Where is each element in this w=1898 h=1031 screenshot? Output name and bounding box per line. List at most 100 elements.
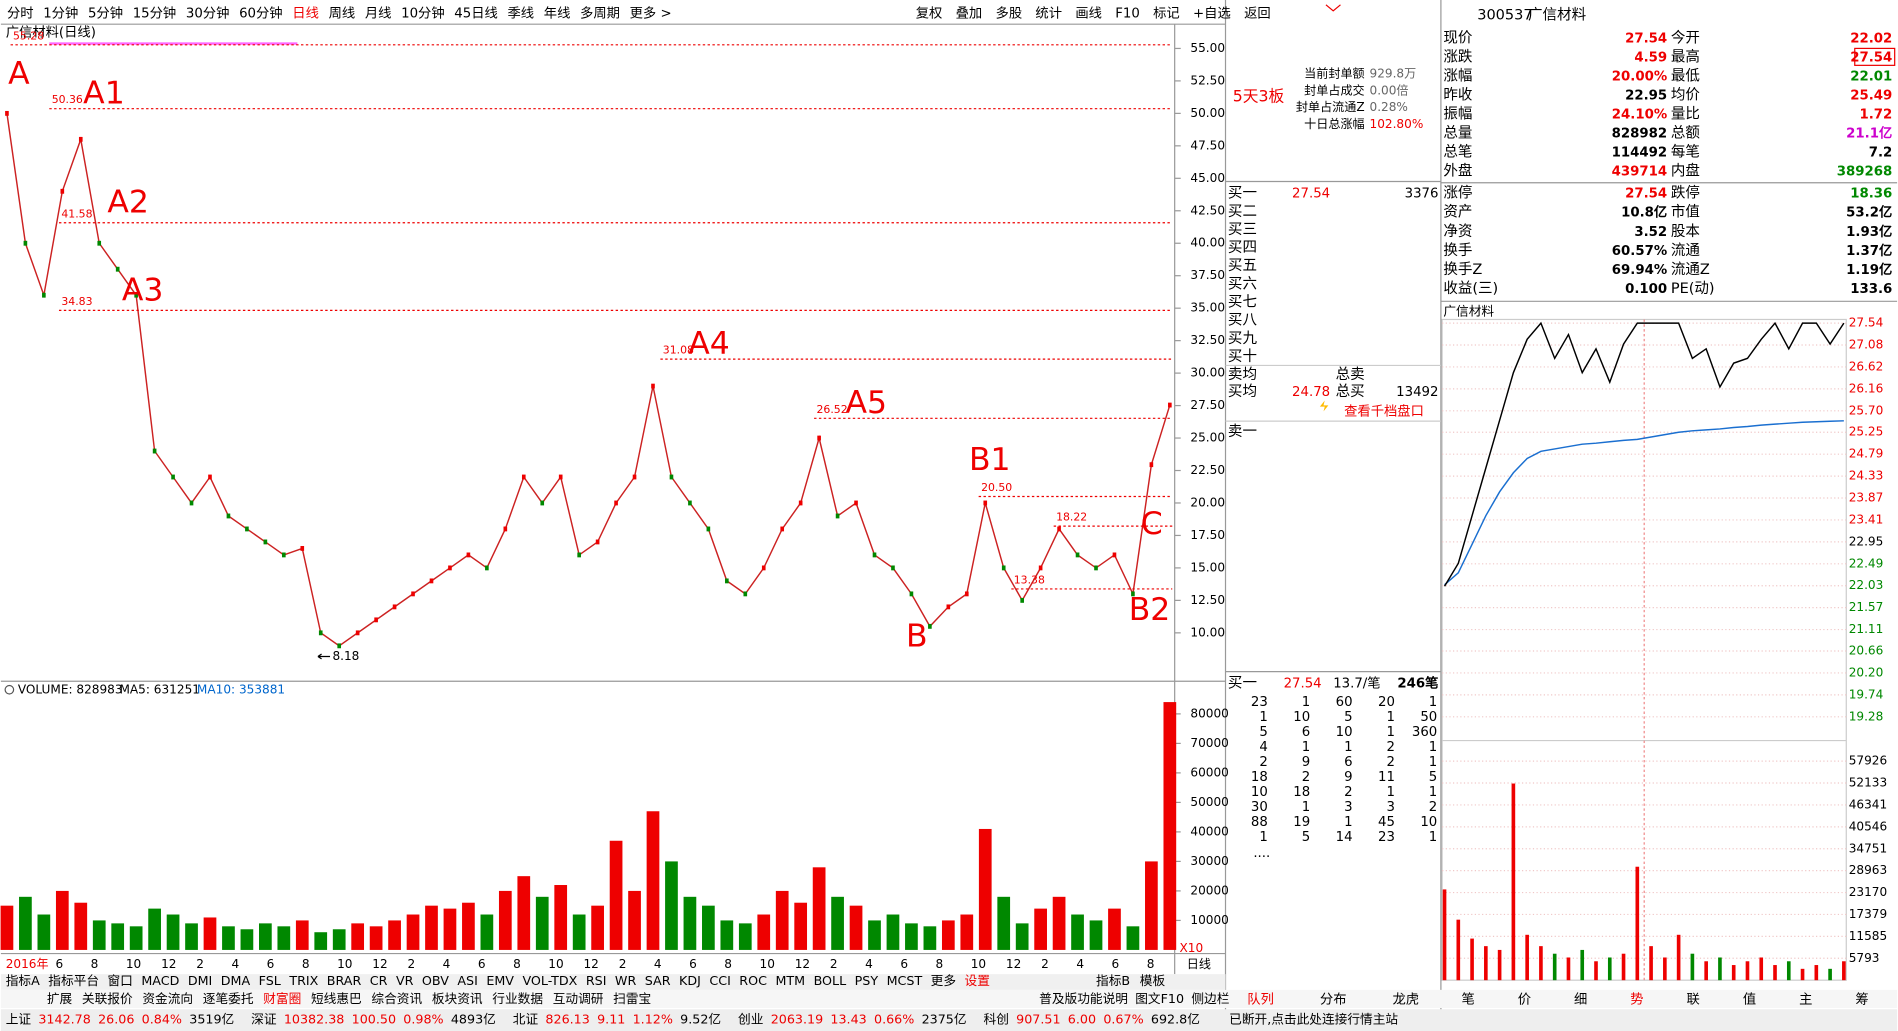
panel-tab[interactable]: 价: [1518, 993, 1531, 1008]
extra-tab[interactable]: 侧边栏: [1191, 991, 1229, 1006]
indicator-tab[interactable]: 模板: [1140, 973, 1166, 988]
indicator-tab[interactable]: CCI: [709, 973, 730, 988]
indicator-tab[interactable]: ASI: [457, 973, 477, 988]
period-tab[interactable]: 多周期: [580, 4, 620, 21]
volume-bar: [1814, 965, 1819, 981]
extra-tab[interactable]: 扩展: [47, 991, 73, 1006]
toolbar-button[interactable]: 返回: [1244, 5, 1271, 21]
panel-tab[interactable]: 笔: [1461, 992, 1474, 1008]
volume-bar: [1663, 957, 1667, 981]
indicator-tab[interactable]: VOL-TDX: [522, 973, 577, 988]
indicator-tab[interactable]: 指标平台: [48, 973, 99, 988]
period-tab[interactable]: 月线: [365, 5, 392, 21]
indicator-tab[interactable]: 更多: [931, 973, 956, 988]
period-tab[interactable]: 更多 >: [630, 4, 672, 21]
indicator-tab[interactable]: VR: [396, 973, 414, 988]
indicator-tab[interactable]: 设置: [965, 973, 990, 988]
panel-tab[interactable]: 势: [1630, 992, 1643, 1008]
indicator-tab[interactable]: EMV: [486, 973, 514, 988]
period-label: 日线: [1187, 957, 1211, 971]
indicator-tab[interactable]: MACD: [141, 973, 179, 988]
extra-tab[interactable]: 短线惠巴: [311, 991, 362, 1006]
indicator-tab[interactable]: MTM: [775, 973, 805, 988]
collapse-icon[interactable]: [1325, 4, 1341, 12]
status-message[interactable]: 已断开,点击此处连接行情主站: [1229, 1012, 1398, 1027]
period-tab[interactable]: 60分钟: [239, 4, 283, 21]
panel-tab[interactable]: 值: [1743, 992, 1756, 1008]
extra-tab[interactable]: 逐笔委托: [203, 991, 254, 1006]
toolbar-button[interactable]: 标记: [1153, 5, 1180, 21]
period-tab[interactable]: 年线: [544, 5, 571, 21]
indicator-tab[interactable]: KDJ: [679, 973, 701, 988]
panel-tab[interactable]: 筹: [1855, 991, 1868, 1008]
toolbar-button[interactable]: 画线: [1075, 5, 1102, 21]
extra-tab[interactable]: 扫雷宝: [613, 991, 651, 1006]
toolbar-button[interactable]: 统计: [1035, 5, 1062, 21]
extra-tab[interactable]: 综合资讯: [371, 991, 422, 1006]
seal-value: 0.28%: [1370, 100, 1408, 114]
indicator-tab[interactable]: RSI: [586, 973, 607, 988]
extra-tab[interactable]: 互动调研: [553, 991, 604, 1006]
indicator-tab[interactable]: OBV: [422, 973, 449, 988]
period-tab[interactable]: 日线: [292, 5, 319, 21]
panel-tab[interactable]: 主: [1799, 992, 1812, 1008]
toolbar-button[interactable]: 叠加: [956, 5, 983, 21]
indicator-tab[interactable]: DMI: [188, 973, 212, 988]
indicator-tab[interactable]: CR: [370, 973, 388, 988]
toolbar-button[interactable]: +自选: [1193, 5, 1231, 21]
extra-tab[interactable]: 财富圈: [263, 991, 301, 1006]
toolbar-button[interactable]: 多股: [996, 4, 1023, 21]
quote-label: 换手Z: [1443, 261, 1482, 278]
indicator-tab[interactable]: 指标A: [6, 973, 40, 988]
indicator-tab[interactable]: DMA: [221, 973, 251, 988]
panel-tab[interactable]: 联: [1687, 992, 1700, 1008]
toolbar-button[interactable]: 复权: [916, 4, 943, 21]
indicator-tab[interactable]: FSL: [259, 973, 281, 988]
volume-scale: X10: [1180, 941, 1204, 955]
period-tab[interactable]: 45日线: [454, 5, 498, 21]
extra-tab[interactable]: 关联报价: [82, 991, 133, 1006]
period-tab[interactable]: 5分钟: [88, 4, 123, 21]
extra-tab[interactable]: 图文F10: [1135, 991, 1184, 1006]
volume-bar: [1145, 861, 1158, 950]
indicator-tab[interactable]: BRAR: [327, 973, 362, 988]
x-tick-label: 2: [619, 957, 627, 971]
panel-tab[interactable]: 分布: [1320, 992, 1347, 1008]
panel-tab[interactable]: 队列: [1247, 992, 1274, 1008]
depth-link[interactable]: 查看千档盘口: [1344, 402, 1424, 419]
indicator-tab[interactable]: SAR: [645, 973, 671, 988]
indicator-tab[interactable]: WR: [615, 973, 637, 988]
indicator-tab[interactable]: 指标B: [1096, 973, 1130, 988]
indicator-tab[interactable]: MCST: [887, 973, 923, 988]
index-item: 1.12%: [633, 1012, 673, 1027]
extra-tab[interactable]: 板块资讯: [432, 991, 483, 1006]
period-tab[interactable]: 周线: [329, 5, 356, 21]
period-tab[interactable]: 分时: [7, 5, 34, 21]
indicator-tab[interactable]: ROC: [739, 973, 767, 988]
y-tick-label: 11585: [1849, 929, 1887, 943]
period-tab[interactable]: 10分钟: [401, 4, 445, 21]
indicator-tab[interactable]: TRIX: [288, 973, 318, 988]
period-tab[interactable]: 季线: [508, 5, 535, 21]
queue-cell: 50: [1420, 710, 1437, 725]
seal-label: 封单占成交: [1304, 82, 1364, 97]
volume-bar: [425, 905, 438, 950]
period-tab[interactable]: 15分钟: [133, 4, 177, 21]
x-tick-label: 4: [865, 957, 873, 971]
panel-tab[interactable]: 龙虎: [1392, 992, 1419, 1008]
indicator-tab[interactable]: BOLL: [814, 973, 847, 988]
period-tab[interactable]: 1分钟: [43, 4, 78, 21]
panel-tab[interactable]: 细: [1574, 992, 1587, 1008]
period-tab[interactable]: 30分钟: [186, 4, 230, 21]
candle: [485, 565, 489, 571]
indicator-tab[interactable]: 窗口: [107, 973, 132, 988]
volume-bar: [665, 861, 678, 950]
y-tick-label: 21.57: [1849, 600, 1884, 614]
candle: [208, 474, 212, 480]
indicator-tab[interactable]: PSY: [855, 973, 879, 988]
volume-bar: [775, 890, 789, 950]
extra-tab[interactable]: 普及版功能说明: [1039, 991, 1128, 1006]
toolbar-button[interactable]: F10: [1115, 6, 1140, 21]
extra-tab[interactable]: 行业数据: [492, 991, 543, 1006]
extra-tab[interactable]: 资金流向: [142, 991, 193, 1006]
